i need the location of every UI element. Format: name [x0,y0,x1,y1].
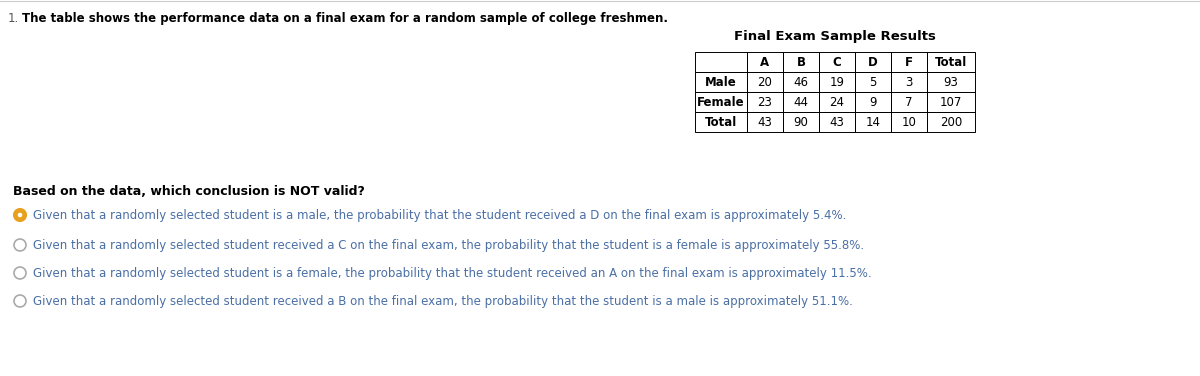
Text: Given that a randomly selected student received a B on the final exam, the proba: Given that a randomly selected student r… [34,294,853,308]
Bar [854,92,890,112]
Bar [854,52,890,72]
Bar [746,112,784,132]
Bar [890,112,928,132]
Text: 1.: 1. [8,12,19,25]
Text: 5: 5 [869,76,877,88]
Circle shape [14,267,26,279]
Bar [818,52,854,72]
Bar [746,52,784,72]
Bar [890,72,928,92]
Bar [890,92,928,112]
Bar [746,72,784,92]
Bar [890,52,928,72]
Bar [818,92,854,112]
Text: Given that a randomly selected student received a C on the final exam, the proba: Given that a randomly selected student r… [34,238,864,252]
Circle shape [14,209,26,221]
Text: 200: 200 [940,115,962,129]
Text: Total: Total [704,115,737,129]
Bar [784,92,818,112]
Circle shape [14,295,26,307]
Bar [818,72,854,92]
Bar [784,112,818,132]
Text: 7: 7 [905,96,913,109]
Text: Female: Female [697,96,745,109]
Text: Based on the data, which conclusion is NOT valid?: Based on the data, which conclusion is N… [13,185,365,198]
Bar [784,72,818,92]
Text: 3: 3 [905,76,913,88]
Bar [928,72,974,92]
Text: 43: 43 [829,115,845,129]
Text: 90: 90 [793,115,809,129]
Text: B: B [797,56,805,68]
Bar [928,112,974,132]
Text: 107: 107 [940,96,962,109]
Text: 24: 24 [829,96,845,109]
Bar [695,52,746,72]
Bar [928,52,974,72]
Text: F: F [905,56,913,68]
Bar [854,72,890,92]
Text: 19: 19 [829,76,845,88]
Bar [695,72,746,92]
Bar [818,112,854,132]
Bar [928,92,974,112]
Text: 23: 23 [757,96,773,109]
Text: 43: 43 [757,115,773,129]
Circle shape [18,213,23,217]
Text: Given that a randomly selected student is a female, the probability that the stu: Given that a randomly selected student i… [34,267,871,279]
Text: 14: 14 [865,115,881,129]
Text: 20: 20 [757,76,773,88]
Circle shape [14,239,26,251]
Text: Male: Male [706,76,737,88]
Text: Total: Total [935,56,967,68]
Text: A: A [761,56,769,68]
Bar [695,112,746,132]
Bar [746,92,784,112]
Text: 9: 9 [869,96,877,109]
Text: The table shows the performance data on a final exam for a random sample of coll: The table shows the performance data on … [22,12,668,25]
Text: D: D [868,56,878,68]
Text: 10: 10 [901,115,917,129]
Text: C: C [833,56,841,68]
Bar [784,52,818,72]
Bar [854,112,890,132]
Bar [695,92,746,112]
Text: Final Exam Sample Results: Final Exam Sample Results [734,30,936,43]
Text: 44: 44 [793,96,809,109]
Text: 46: 46 [793,76,809,88]
Text: Given that a randomly selected student is a male, the probability that the stude: Given that a randomly selected student i… [34,209,846,221]
Text: 93: 93 [943,76,959,88]
